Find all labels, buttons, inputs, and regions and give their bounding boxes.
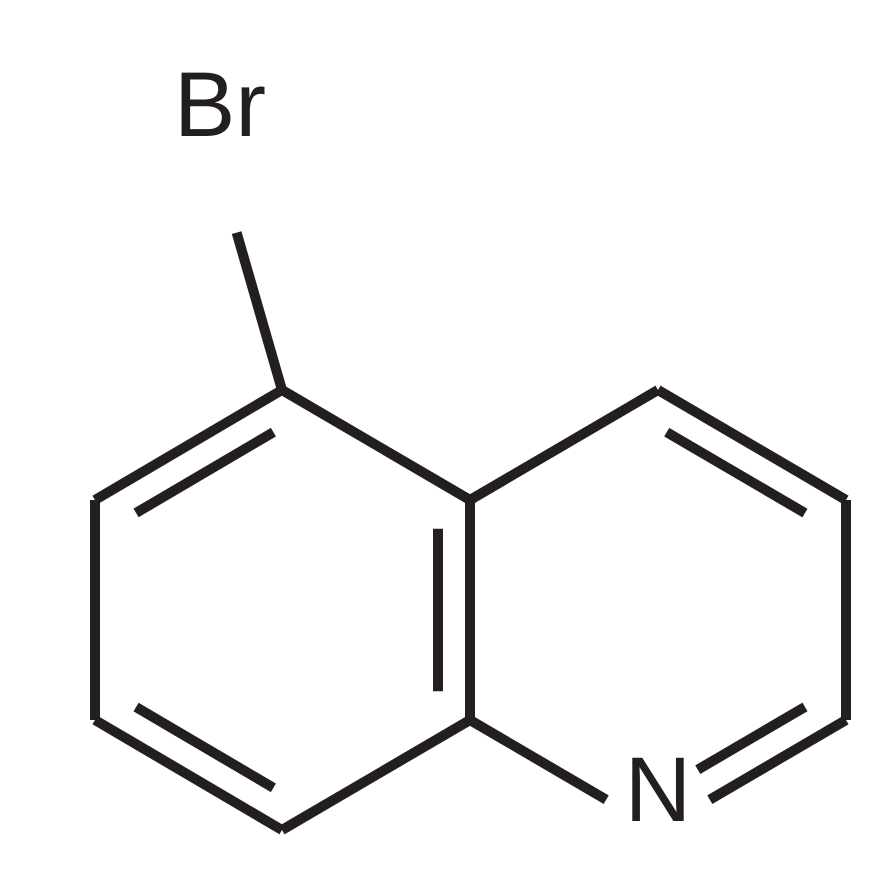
bond-line [136,707,273,788]
br-atom-label: Br [174,54,266,156]
bond-line [698,707,805,770]
bond-line [136,432,273,513]
bond-line [282,720,470,830]
bond-line [237,233,282,390]
bond-line [470,720,606,800]
molecule-diagram: Br N [0,0,890,890]
bond-line [470,390,658,500]
bond-line [710,720,846,800]
n-atom-label: N [625,739,691,841]
bond-line [667,432,805,513]
bond-line [282,390,470,500]
